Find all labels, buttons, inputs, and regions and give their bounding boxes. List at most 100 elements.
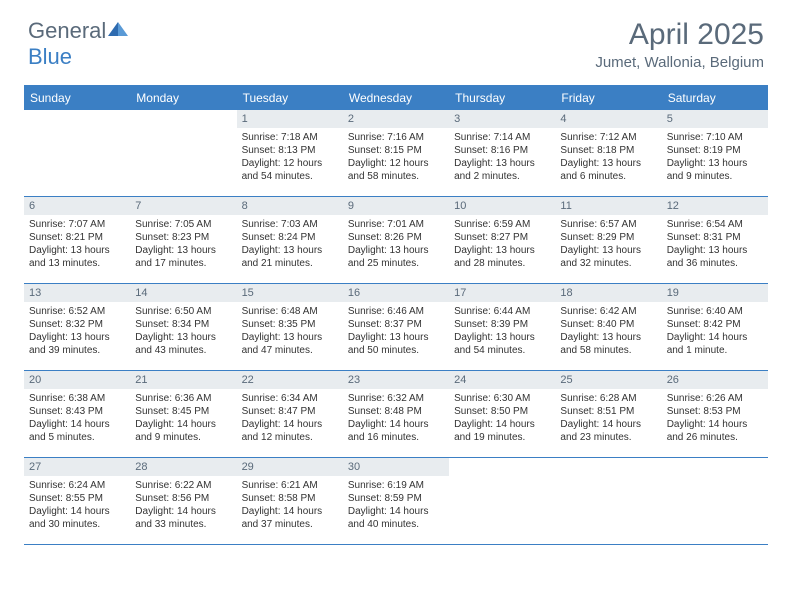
day-content: Sunrise: 6:36 AMSunset: 8:45 PMDaylight:… [130,389,236,448]
sunset-text: Sunset: 8:48 PM [348,405,444,418]
triangle-icon [108,18,130,44]
sunrise-text: Sunrise: 7:10 AM [667,131,763,144]
day-cell: 20Sunrise: 6:38 AMSunset: 8:43 PMDayligh… [24,371,130,457]
sunset-text: Sunset: 8:21 PM [29,231,125,244]
day-header-cell: Saturday [662,87,768,110]
day-number: 3 [449,110,555,128]
daylight-text: Daylight: 13 hours and 21 minutes. [242,244,338,270]
sunrise-text: Sunrise: 6:34 AM [242,392,338,405]
day-content: Sunrise: 6:40 AMSunset: 8:42 PMDaylight:… [662,302,768,361]
day-cell: 16Sunrise: 6:46 AMSunset: 8:37 PMDayligh… [343,284,449,370]
day-content: Sunrise: 6:22 AMSunset: 8:56 PMDaylight:… [130,476,236,535]
daylight-text: Daylight: 14 hours and 16 minutes. [348,418,444,444]
day-content: Sunrise: 6:50 AMSunset: 8:34 PMDaylight:… [130,302,236,361]
day-content: Sunrise: 6:44 AMSunset: 8:39 PMDaylight:… [449,302,555,361]
day-cell: 25Sunrise: 6:28 AMSunset: 8:51 PMDayligh… [555,371,661,457]
day-number: 30 [343,458,449,476]
day-number [449,458,555,476]
day-number [662,458,768,476]
day-number: 4 [555,110,661,128]
week-row: 27Sunrise: 6:24 AMSunset: 8:55 PMDayligh… [24,458,768,545]
day-cell: 11Sunrise: 6:57 AMSunset: 8:29 PMDayligh… [555,197,661,283]
daylight-text: Daylight: 13 hours and 17 minutes. [135,244,231,270]
daylight-text: Daylight: 13 hours and 36 minutes. [667,244,763,270]
sunset-text: Sunset: 8:15 PM [348,144,444,157]
day-number: 12 [662,197,768,215]
month-title: April 2025 [595,18,764,52]
daylight-text: Daylight: 14 hours and 9 minutes. [135,418,231,444]
sunrise-text: Sunrise: 6:44 AM [454,305,550,318]
day-number: 17 [449,284,555,302]
day-header-cell: Tuesday [237,87,343,110]
week-row: 20Sunrise: 6:38 AMSunset: 8:43 PMDayligh… [24,371,768,458]
sunrise-text: Sunrise: 7:07 AM [29,218,125,231]
sunrise-text: Sunrise: 7:14 AM [454,131,550,144]
day-cell: 10Sunrise: 6:59 AMSunset: 8:27 PMDayligh… [449,197,555,283]
day-content: Sunrise: 6:32 AMSunset: 8:48 PMDaylight:… [343,389,449,448]
day-number: 19 [662,284,768,302]
daylight-text: Daylight: 12 hours and 54 minutes. [242,157,338,183]
day-cell: 29Sunrise: 6:21 AMSunset: 8:58 PMDayligh… [237,458,343,544]
day-header-cell: Friday [555,87,661,110]
location-text: Jumet, Wallonia, Belgium [595,54,764,71]
day-number: 28 [130,458,236,476]
sunset-text: Sunset: 8:18 PM [560,144,656,157]
daylight-text: Daylight: 14 hours and 12 minutes. [242,418,338,444]
logo-text-1: General [28,18,106,44]
day-cell: 17Sunrise: 6:44 AMSunset: 8:39 PMDayligh… [449,284,555,370]
sunset-text: Sunset: 8:19 PM [667,144,763,157]
day-content: Sunrise: 7:10 AMSunset: 8:19 PMDaylight:… [662,128,768,187]
day-number: 23 [343,371,449,389]
day-number: 13 [24,284,130,302]
day-cell [662,458,768,544]
day-number: 22 [237,371,343,389]
daylight-text: Daylight: 14 hours and 33 minutes. [135,505,231,531]
sunrise-text: Sunrise: 6:30 AM [454,392,550,405]
sunrise-text: Sunrise: 6:21 AM [242,479,338,492]
day-content: Sunrise: 6:48 AMSunset: 8:35 PMDaylight:… [237,302,343,361]
day-content: Sunrise: 7:01 AMSunset: 8:26 PMDaylight:… [343,215,449,274]
sunrise-text: Sunrise: 6:42 AM [560,305,656,318]
daylight-text: Daylight: 14 hours and 37 minutes. [242,505,338,531]
day-content: Sunrise: 7:05 AMSunset: 8:23 PMDaylight:… [130,215,236,274]
day-number: 8 [237,197,343,215]
day-cell: 1Sunrise: 7:18 AMSunset: 8:13 PMDaylight… [237,110,343,196]
day-cell: 6Sunrise: 7:07 AMSunset: 8:21 PMDaylight… [24,197,130,283]
day-number: 11 [555,197,661,215]
day-cell [555,458,661,544]
daylight-text: Daylight: 14 hours and 1 minute. [667,331,763,357]
day-cell: 8Sunrise: 7:03 AMSunset: 8:24 PMDaylight… [237,197,343,283]
day-content: Sunrise: 7:03 AMSunset: 8:24 PMDaylight:… [237,215,343,274]
day-content: Sunrise: 6:59 AMSunset: 8:27 PMDaylight:… [449,215,555,274]
day-number: 20 [24,371,130,389]
day-cell: 18Sunrise: 6:42 AMSunset: 8:40 PMDayligh… [555,284,661,370]
logo: General [28,18,132,44]
sunset-text: Sunset: 8:42 PM [667,318,763,331]
sunrise-text: Sunrise: 6:38 AM [29,392,125,405]
day-header-cell: Monday [130,87,236,110]
sunrise-text: Sunrise: 6:19 AM [348,479,444,492]
day-number: 10 [449,197,555,215]
sunset-text: Sunset: 8:39 PM [454,318,550,331]
sunrise-text: Sunrise: 6:46 AM [348,305,444,318]
day-content: Sunrise: 6:34 AMSunset: 8:47 PMDaylight:… [237,389,343,448]
daylight-text: Daylight: 14 hours and 30 minutes. [29,505,125,531]
day-number: 2 [343,110,449,128]
daylight-text: Daylight: 13 hours and 28 minutes. [454,244,550,270]
day-cell [24,110,130,196]
sunrise-text: Sunrise: 7:16 AM [348,131,444,144]
sunrise-text: Sunrise: 6:24 AM [29,479,125,492]
sunset-text: Sunset: 8:29 PM [560,231,656,244]
daylight-text: Daylight: 13 hours and 13 minutes. [29,244,125,270]
day-content: Sunrise: 6:38 AMSunset: 8:43 PMDaylight:… [24,389,130,448]
title-block: April 2025 Jumet, Wallonia, Belgium [595,18,764,71]
sunset-text: Sunset: 8:23 PM [135,231,231,244]
day-number: 26 [662,371,768,389]
sunrise-text: Sunrise: 7:03 AM [242,218,338,231]
day-cell: 5Sunrise: 7:10 AMSunset: 8:19 PMDaylight… [662,110,768,196]
day-cell: 28Sunrise: 6:22 AMSunset: 8:56 PMDayligh… [130,458,236,544]
week-row: 1Sunrise: 7:18 AMSunset: 8:13 PMDaylight… [24,110,768,197]
sunset-text: Sunset: 8:55 PM [29,492,125,505]
day-cell: 2Sunrise: 7:16 AMSunset: 8:15 PMDaylight… [343,110,449,196]
day-content: Sunrise: 6:26 AMSunset: 8:53 PMDaylight:… [662,389,768,448]
